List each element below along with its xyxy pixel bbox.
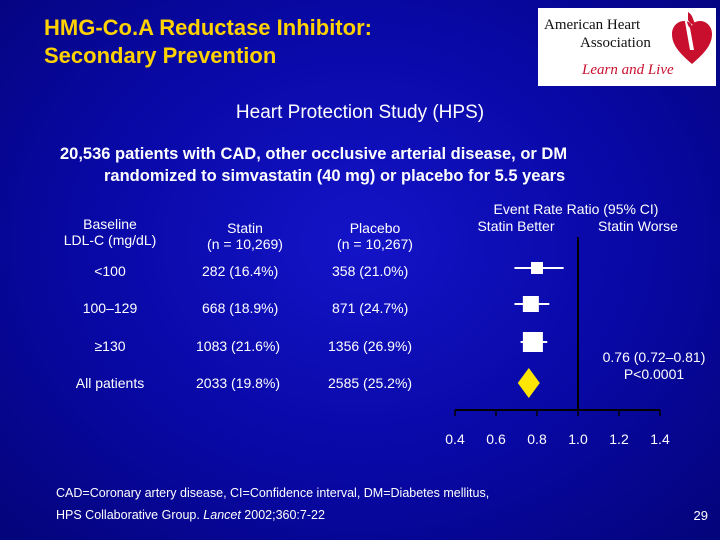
row-4-baseline: All patients (75, 375, 145, 391)
header-placebo-line1: Placebo (349, 220, 401, 236)
x-tick-label: 0.6 (486, 431, 506, 447)
header-statin-line1: Statin (227, 220, 263, 236)
x-tick-label: 0.4 (445, 431, 465, 447)
title-line-1: HMG-Co.A Reductase Inhibitor: (44, 15, 372, 40)
study-name: Heart Protection Study (HPS) (235, 102, 485, 123)
p-value-label: P<0.0001 (624, 366, 685, 382)
header-baseline: Baseline LDL-C (mg/dL) (40, 216, 180, 248)
logo-line-2: Association (580, 35, 651, 51)
header-baseline-line1: Baseline (83, 216, 137, 232)
row-1-baseline: <100 (94, 263, 126, 279)
row-2-statin: 668 (18.9%) (202, 300, 279, 316)
citation-journal: Lancet (203, 508, 241, 522)
header-placebo-line2: (n = 10,267) (337, 236, 413, 252)
x-tick-label: 1.2 (609, 431, 629, 447)
row-3-baseline: ≥130 (94, 338, 126, 354)
description-line-1: 20,536 patients with CAD, other occlusiv… (60, 145, 568, 163)
row-4-placebo: 2585 (25.2%) (328, 375, 413, 391)
row-1-placebo: 358 (21.0%) (332, 263, 409, 279)
row-1-statin: 282 (16.4%) (202, 263, 279, 279)
header-baseline-line2: LDL-C (mg/dL) (63, 232, 157, 248)
point-estimate-marker (522, 296, 539, 312)
description-line-2: randomized to simvastatin (40 mg) or pla… (104, 167, 566, 185)
x-tick-label: 1.0 (568, 431, 588, 447)
row-2-placebo: 871 (24.7%) (332, 300, 409, 316)
header-statin: Statin (n = 10,269) (180, 220, 310, 252)
abbreviations-footnote: CAD=Coronary artery disease, CI=Confiden… (56, 486, 490, 500)
chart-title: Event Rate Ratio (95% CI) (494, 201, 659, 217)
overall-diamond-marker (517, 368, 540, 398)
logo-line-1: American Heart (544, 17, 641, 33)
aha-logo: American Heart Association Learn and Liv… (538, 8, 716, 86)
x-tick-label: 1.4 (650, 431, 670, 447)
heart-torch-icon (672, 12, 712, 64)
header-placebo: Placebo (n = 10,267) (310, 220, 440, 252)
x-tick-label: 0.8 (527, 431, 547, 447)
page-number: 29 (693, 508, 708, 523)
citation-authors: HPS Collaborative Group. (56, 508, 204, 522)
label-statin-better: Statin Better (477, 218, 554, 234)
overall-ratio-label: 0.76 (0.72–0.81) (603, 349, 706, 365)
row-2-baseline: 100–129 (82, 300, 138, 316)
citation-details: 2002;360:7-22 (240, 508, 325, 522)
header-statin-line2: (n = 10,269) (207, 236, 283, 252)
study-description: 20,536 patients with CAD, other occlusiv… (60, 143, 700, 187)
point-estimate-marker (522, 332, 543, 352)
point-estimate-marker (531, 262, 543, 274)
slide-title: HMG-Co.A Reductase Inhibitor: Secondary … (44, 14, 524, 70)
label-statin-worse: Statin Worse (598, 218, 678, 234)
row-4-statin: 2033 (19.8%) (196, 375, 281, 391)
title-line-2: Secondary Prevention (44, 43, 277, 68)
row-3-placebo: 1356 (26.9%) (328, 338, 413, 354)
row-3-statin: 1083 (21.6%) (196, 338, 281, 354)
logo-tagline: Learn and Live (582, 62, 674, 78)
citation: HPS Collaborative Group. Lancet 2002;360… (56, 508, 325, 522)
